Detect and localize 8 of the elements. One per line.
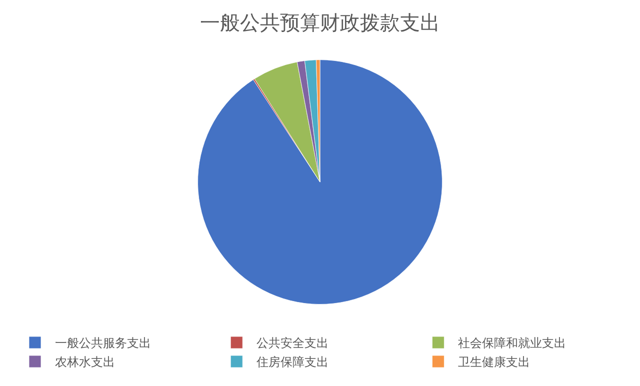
pie-slice bbox=[198, 60, 442, 304]
legend-label: 社会保障和就业支出 bbox=[458, 336, 566, 350]
legend-label: 一般公共服务支出 bbox=[55, 336, 151, 350]
chart-title: 一般公共预算财政拨款支出 bbox=[200, 10, 440, 34]
legend-label: 农林水支出 bbox=[55, 355, 115, 370]
legend-label: 卫生健康支出 bbox=[458, 355, 530, 370]
legend-label: 住房保障支出 bbox=[256, 355, 329, 370]
legend-label: 公共安全支出 bbox=[256, 336, 329, 350]
